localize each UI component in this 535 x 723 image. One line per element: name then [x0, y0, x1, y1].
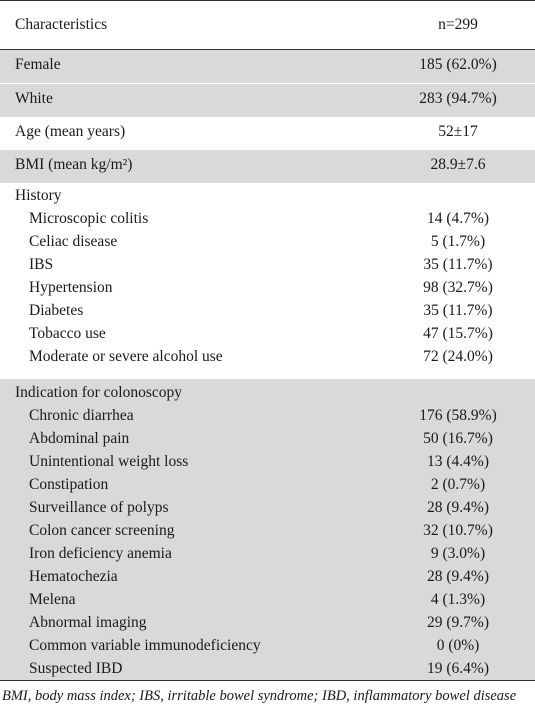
item-label: Tobacco use [29, 325, 106, 342]
table-row: Age (mean years) 52±17 [0, 117, 535, 150]
list-item: Chronic diarrhea 176 (58.9%) [0, 407, 535, 430]
history-group: History Microscopic colitis 14 (4.7%) Ce… [0, 183, 535, 379]
row-value: 52±17 [438, 123, 478, 140]
item-label: Chronic diarrhea [29, 407, 134, 424]
characteristics-table: Characteristics n=299 Female 185 (62.0%)… [0, 0, 535, 681]
list-item: Microscopic colitis 14 (4.7%) [0, 210, 535, 233]
indication-title: Indication for colonoscopy [15, 384, 183, 401]
header-n: n=299 [438, 16, 478, 33]
list-item: Celiac disease 5 (1.7%) [0, 233, 535, 256]
item-value: 0 (0%) [436, 637, 480, 654]
indication-title-row: Indication for colonoscopy [0, 384, 535, 407]
item-value: 28 (9.4%) [427, 568, 489, 585]
item-value: 13 (4.4%) [427, 453, 489, 470]
row-value: 283 (94.7%) [419, 90, 497, 107]
list-item: Iron deficiency anemia 9 (3.0%) [0, 545, 535, 568]
item-label: Suspected IBD [29, 660, 123, 677]
item-value: 32 (10.7%) [423, 522, 493, 539]
row-label: Age (mean years) [15, 123, 126, 140]
list-item: Suspected IBD 19 (6.4%) [0, 660, 535, 683]
row-separator [0, 83, 535, 84]
list-item: Tobacco use 47 (15.7%) [0, 325, 535, 348]
item-value: 28 (9.4%) [427, 499, 489, 516]
item-label: Moderate or severe alcohol use [29, 348, 223, 365]
item-label: Abdominal pain [29, 430, 130, 447]
row-label: Female [15, 56, 61, 73]
list-item: Common variable immunodeficiency 0 (0%) [0, 637, 535, 660]
list-item: Hypertension 98 (32.7%) [0, 279, 535, 302]
item-value: 72 (24.0%) [423, 348, 493, 365]
list-item: Melena 4 (1.3%) [0, 591, 535, 614]
indication-group: Indication for colonoscopy Chronic diarr… [0, 379, 535, 680]
item-label: Colon cancer screening [29, 522, 175, 539]
item-label: Diabetes [29, 302, 84, 319]
item-label: Common variable immunodeficiency [29, 637, 261, 654]
list-item: Abdominal pain 50 (16.7%) [0, 430, 535, 453]
item-value: 5 (1.7%) [430, 233, 486, 250]
list-item: Moderate or severe alcohol use 72 (24.0%… [0, 348, 535, 371]
item-value: 14 (4.7%) [427, 210, 489, 227]
list-item: Unintentional weight loss 13 (4.4%) [0, 453, 535, 476]
header-characteristics: Characteristics [15, 16, 108, 33]
table-row: Female 185 (62.0%) [0, 50, 535, 83]
item-value: 98 (32.7%) [423, 279, 493, 296]
item-label: Microscopic colitis [29, 210, 149, 227]
item-label: Surveillance of polyps [29, 499, 169, 516]
item-label: Melena [29, 591, 76, 608]
item-label: Hematochezia [29, 568, 118, 585]
item-label: IBS [29, 256, 54, 273]
table-footnote: BMI, body mass index; IBS, irritable bow… [2, 688, 517, 704]
item-value: 19 (6.4%) [427, 660, 489, 677]
table-header: Characteristics n=299 [0, 0, 535, 50]
history-title: History [15, 187, 62, 204]
table-bottom-rule [0, 680, 535, 681]
row-value: 28.9±7.6 [430, 156, 486, 173]
list-item: Diabetes 35 (11.7%) [0, 302, 535, 325]
item-label: Hypertension [29, 279, 113, 296]
table-row: BMI (mean kg/m²) 28.9±7.6 [0, 150, 535, 183]
item-value: 35 (11.7%) [423, 256, 493, 273]
list-item: Hematochezia 28 (9.4%) [0, 568, 535, 591]
item-value: 47 (15.7%) [423, 325, 493, 342]
item-label: Abnormal imaging [29, 614, 147, 631]
list-item: Abnormal imaging 29 (9.7%) [0, 614, 535, 637]
item-value: 4 (1.3%) [430, 591, 486, 608]
item-value: 2 (0.7%) [430, 476, 486, 493]
item-label: Unintentional weight loss [29, 453, 189, 470]
row-value: 185 (62.0%) [419, 56, 497, 73]
table-row: White 283 (94.7%) [0, 84, 535, 117]
row-label: White [15, 90, 53, 107]
item-label: Iron deficiency anemia [29, 545, 172, 562]
row-label: BMI (mean kg/m²) [15, 156, 133, 173]
item-label: Constipation [29, 476, 109, 493]
item-value: 29 (9.7%) [427, 614, 489, 631]
item-value: 176 (58.9%) [419, 407, 497, 424]
item-label: Celiac disease [29, 233, 118, 250]
list-item: Constipation 2 (0.7%) [0, 476, 535, 499]
item-value: 9 (3.0%) [430, 545, 486, 562]
history-title-row: History [0, 187, 535, 210]
item-value: 35 (11.7%) [423, 302, 493, 319]
list-item: Colon cancer screening 32 (10.7%) [0, 522, 535, 545]
list-item: IBS 35 (11.7%) [0, 256, 535, 279]
list-item: Surveillance of polyps 28 (9.4%) [0, 499, 535, 522]
item-value: 50 (16.7%) [423, 430, 493, 447]
